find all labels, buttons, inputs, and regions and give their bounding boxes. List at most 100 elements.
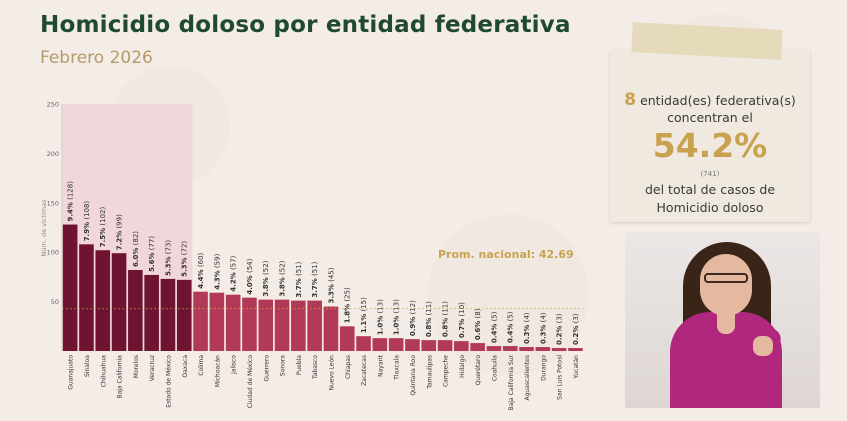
y-tick-label: 250 xyxy=(47,101,59,109)
category-label: Baja California Sur xyxy=(508,354,515,410)
category-label: Durango xyxy=(540,355,547,381)
bar xyxy=(339,326,355,351)
category-label: San Luis Potosí xyxy=(557,355,564,400)
category-label: Morelos xyxy=(133,355,140,378)
category-label: Puebla xyxy=(296,355,303,375)
bar xyxy=(356,336,371,351)
bar-value-label: 7.5% (102) xyxy=(99,206,107,247)
bar-value-label: 4.4% (60) xyxy=(197,252,205,288)
summary-line4: Homicidio doloso xyxy=(656,200,764,215)
interpreter-glasses xyxy=(704,273,748,283)
bar-value-label: 3.8% (52) xyxy=(262,260,270,296)
summary-card: 8 entidad(es) federativa(s) concentran e… xyxy=(610,22,810,222)
bar xyxy=(372,338,388,351)
bar-value-label: 0.9% (12) xyxy=(409,300,417,336)
category-label: Oaxaca xyxy=(182,355,189,378)
summary-card-paper xyxy=(610,50,810,222)
y-axis-title: Núm. de víctimas xyxy=(40,199,48,257)
bar xyxy=(291,300,306,351)
y-tick-label: 50 xyxy=(51,298,59,306)
category-label: Quintana Roo xyxy=(410,355,417,396)
category-label: Tlaxcala xyxy=(394,355,401,381)
category-label: Chiapas xyxy=(345,355,352,379)
bar xyxy=(323,306,339,351)
bar xyxy=(405,339,420,351)
category-label: Tamaulipas xyxy=(426,355,433,390)
bar-value-label: 4.0% (54) xyxy=(246,258,254,294)
bar-value-label: 0.2% (3) xyxy=(556,313,564,345)
bar-value-label: 5.6% (77) xyxy=(148,236,156,272)
summary-total-cases: (741) xyxy=(700,170,720,178)
bar xyxy=(209,292,225,351)
bar-chart: 50 100 150 200 250 Núm. de víctimas 9.4% (128)… xyxy=(40,101,584,411)
bar-value-label: 7.9% (108) xyxy=(83,201,91,242)
category-label: Hidalgo xyxy=(459,355,466,378)
category-label: Jalisco xyxy=(231,355,238,375)
category-label: Michoacán xyxy=(214,355,221,387)
category-label: Aguascalientes xyxy=(524,355,531,401)
category-label: Sinaloa xyxy=(84,355,91,377)
category-label: Nayarit xyxy=(377,354,384,377)
summary-count: 8 xyxy=(624,90,637,110)
bar-value-label: 0.3% (4) xyxy=(523,312,531,344)
bar-value-label: 0.4% (5) xyxy=(507,311,515,343)
bar xyxy=(62,224,78,351)
summary-line1: 8 entidad(es) federativa(s) xyxy=(610,90,810,110)
bar-value-label: 1.1% (15) xyxy=(360,297,368,333)
category-label: Campeche xyxy=(443,355,450,387)
bar xyxy=(225,294,241,351)
summary-line1-text: entidad(es) federativa(s) xyxy=(636,93,796,108)
bar-value-label: 5.3% (72) xyxy=(181,241,189,277)
bar xyxy=(176,279,192,351)
bar-value-label: 0.8% (11) xyxy=(442,301,450,337)
y-tick-label: 100 xyxy=(47,249,59,257)
bar xyxy=(274,299,290,351)
interpreter-hand-right xyxy=(753,336,773,356)
category-label: Baja California xyxy=(117,355,124,399)
bar-value-label: 0.3% (4) xyxy=(539,312,547,344)
bar xyxy=(421,340,437,351)
bar xyxy=(388,338,404,351)
bar-value-label: 3.8% (52) xyxy=(279,260,287,296)
category-label: Chihuahua xyxy=(100,355,107,388)
bar-value-label: 0.8% (11) xyxy=(425,301,433,337)
y-tick-label: 150 xyxy=(47,199,59,207)
bar-value-label: 7.2% (99) xyxy=(116,214,124,250)
bar xyxy=(79,244,94,351)
bar xyxy=(111,253,127,351)
page-title: Homicidio doloso por entidad federativa xyxy=(40,12,571,38)
bar-value-label: 3.3% (45) xyxy=(327,267,335,303)
bar xyxy=(160,278,176,351)
page-subtitle: Febrero 2026 xyxy=(40,48,153,68)
bar xyxy=(95,250,111,351)
bar xyxy=(535,347,551,351)
category-label: Colima xyxy=(198,355,205,376)
bar-value-label: 6.0% (82) xyxy=(132,231,140,267)
bar-value-label: 0.7% (10) xyxy=(458,302,466,338)
category-label: Zacatecas xyxy=(361,355,368,386)
bar-value-label: 4.3% (59) xyxy=(213,253,221,289)
average-label: Prom. nacional: 42.69 xyxy=(438,248,574,261)
bar-value-label: 4.2% (57) xyxy=(230,255,238,291)
bar-value-label: 0.4% (5) xyxy=(490,311,498,343)
summary-line3: del total de casos de xyxy=(644,182,776,197)
category-label: Ciudad de México xyxy=(247,355,254,409)
bar xyxy=(568,348,583,351)
interpreter-hand-left xyxy=(717,306,735,334)
bar xyxy=(128,269,143,351)
bar-value-label: 1.0% (13) xyxy=(393,299,401,335)
category-label: Tabasco xyxy=(312,355,319,380)
interpreter-face xyxy=(700,254,752,316)
category-label: Nuevo León xyxy=(328,355,335,391)
bar-value-label: 0.6% (8) xyxy=(474,308,482,340)
category-label: Yucatán xyxy=(573,355,580,380)
summary-percent: 54.2% xyxy=(652,126,768,165)
category-label: Guerrero xyxy=(263,355,270,382)
bar-value-label: 1.0% (13) xyxy=(376,299,384,335)
bar-value-label: 5.3% (73) xyxy=(164,240,172,276)
bar xyxy=(437,340,453,351)
bar xyxy=(470,343,485,351)
category-label: Coahuila xyxy=(491,355,498,381)
bar-value-label: 1.8% (25) xyxy=(344,287,352,323)
category-label: Veracruz xyxy=(149,355,156,381)
